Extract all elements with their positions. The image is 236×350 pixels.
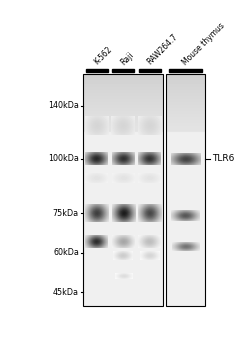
Text: Mouse thymus: Mouse thymus <box>181 21 227 67</box>
Bar <box>86 69 108 72</box>
Bar <box>166 74 205 306</box>
Text: 140kDa: 140kDa <box>48 101 79 110</box>
Text: 100kDa: 100kDa <box>48 154 79 163</box>
Bar <box>84 74 163 306</box>
Text: TLR6: TLR6 <box>212 154 235 163</box>
Bar <box>139 69 161 72</box>
Text: 75kDa: 75kDa <box>53 209 79 218</box>
Bar <box>112 69 134 72</box>
Text: K-562: K-562 <box>92 45 114 67</box>
Text: 60kDa: 60kDa <box>53 248 79 257</box>
Text: Raji: Raji <box>119 50 135 67</box>
Text: RAW264.7: RAW264.7 <box>145 33 179 67</box>
Text: 45kDa: 45kDa <box>53 288 79 297</box>
Bar <box>169 69 202 72</box>
